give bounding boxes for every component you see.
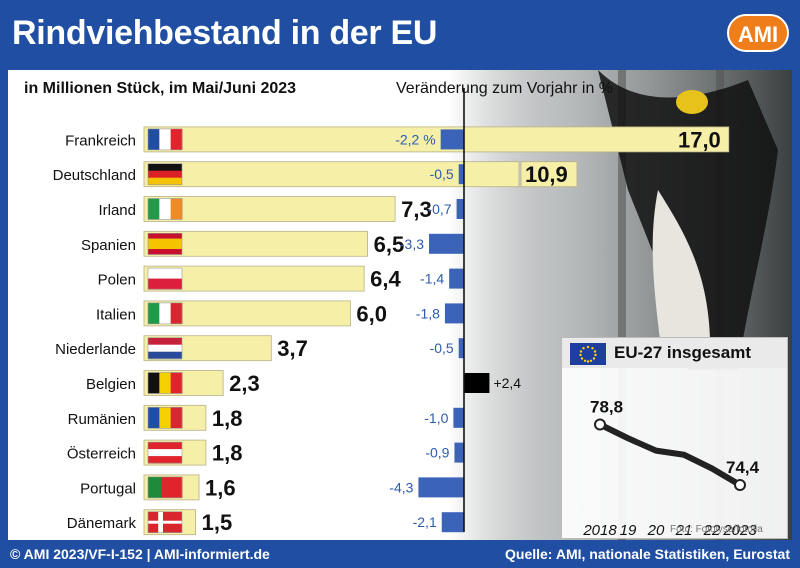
category-label: Belgien <box>86 376 136 393</box>
eu-data-point <box>734 479 746 491</box>
category-label: Spanien <box>81 237 136 254</box>
eu-chart-title: EU-27 insgesamt <box>614 343 751 362</box>
category-label: Niederlande <box>55 341 136 358</box>
romania-flag-icon <box>147 406 183 429</box>
change-label: -0,5 <box>430 340 454 356</box>
category-label: Portugal <box>80 480 136 497</box>
change-label: -1,8 <box>416 305 440 321</box>
germany-flag-icon <box>147 163 183 186</box>
ireland-flag-icon <box>147 198 183 220</box>
eu-x-tick-label: 2018 <box>582 522 617 538</box>
eu-data-point <box>594 418 606 431</box>
change-bar <box>418 477 464 498</box>
change-bar <box>444 303 464 324</box>
category-label: Rumänien <box>68 411 136 428</box>
footer-source: Quelle: AMI, nationale Statistiken, Euro… <box>505 546 790 562</box>
value-label: 7,3 <box>401 197 432 222</box>
change-label: -1,4 <box>420 271 444 287</box>
value-label: 17,0 <box>678 127 721 152</box>
change-bar <box>440 129 464 150</box>
change-label: -1,0 <box>424 410 448 426</box>
change-label: +2,4 <box>493 375 521 391</box>
category-label: Polen <box>98 272 136 289</box>
value-label-box <box>520 161 578 188</box>
value-label: 1,6 <box>205 475 236 500</box>
change-label: -0,9 <box>425 445 449 461</box>
value-label: 10,9 <box>525 162 568 187</box>
herd-bar <box>143 161 520 188</box>
page-title: Rindviehbestand in der EU <box>12 14 438 52</box>
eu-point-label: 74,4 <box>726 458 760 477</box>
change-label: -0,7 <box>427 201 451 217</box>
austria-flag-icon <box>147 441 183 464</box>
herd-bar <box>143 126 730 153</box>
eu-flag-icon <box>570 343 606 365</box>
herd-bar <box>143 196 396 222</box>
herd-bar-chart: Frankreich 17,0 -2,2 % Deutschland 10,9 -0,5 I… <box>53 88 730 535</box>
value-label: 1,8 <box>212 406 243 431</box>
change-label: -2,2 % <box>395 131 435 147</box>
change-bar <box>464 373 490 393</box>
eu-x-tick-label: 2023 <box>722 522 757 538</box>
denmark-flag-icon <box>147 511 183 534</box>
category-label: Frankreich <box>65 132 136 149</box>
change-bar <box>458 338 464 359</box>
change-bar <box>458 164 464 185</box>
eu-x-tick-label: 22 <box>703 522 721 538</box>
eu-x-tick-label: 21 <box>675 522 693 538</box>
chart-subtitle: in Millionen Stück, im Mai/Juni 2023 <box>24 80 297 97</box>
category-label: Dänemark <box>67 515 137 532</box>
portugal-flag-icon <box>147 476 183 499</box>
value-label: 1,8 <box>212 441 243 466</box>
eu-x-tick-label: 19 <box>620 522 637 538</box>
change-bar <box>441 512 464 533</box>
footer-copyright: © AMI 2023/VF-I-152 | AMI-informiert.de <box>10 546 270 562</box>
france-flag-icon <box>147 128 183 151</box>
change-bar <box>456 199 464 219</box>
value-label: 3,7 <box>277 336 308 361</box>
eu-line-chart: 78,8 74,4 2018 19 20 21 22 2023 <box>582 398 760 539</box>
belgium-flag-icon <box>147 372 183 394</box>
change-bar <box>449 268 464 289</box>
change-bar <box>453 407 464 428</box>
eu-series-line <box>597 421 743 488</box>
chart-panel: in Millionen Stück, im Mai/Juni 2023 Ver… <box>8 70 792 540</box>
change-label: -2,1 <box>413 514 437 530</box>
change-label: -4,3 <box>389 479 413 495</box>
change-axis-label: Veränderung zum Vorjahr in % <box>396 80 614 97</box>
category-label: Irland <box>98 202 136 219</box>
change-bar <box>454 442 464 463</box>
eu-total-box: EU-27 insgesamt 78,8 74,4 2018 19 20 21 22 2023 <box>561 337 788 539</box>
category-label: Österreich <box>67 445 136 463</box>
category-label: Deutschland <box>53 167 136 184</box>
category-label: Italien <box>96 306 136 323</box>
netherlands-flag-icon <box>147 337 183 360</box>
value-label: 6,5 <box>374 232 405 257</box>
ami-logo: AMI <box>727 14 789 52</box>
photo-credit: Foto: Fotolyse/fotolia <box>670 524 763 535</box>
poland-flag-icon <box>147 267 183 290</box>
change-label: -0,5 <box>430 166 454 182</box>
change-label: -3,3 <box>400 236 424 252</box>
value-label: 6,4 <box>370 267 401 292</box>
value-label: 1,5 <box>202 510 233 535</box>
change-bar <box>429 233 464 254</box>
spain-flag-icon <box>147 233 183 255</box>
eu-point-label: 78,8 <box>590 398 623 417</box>
value-label: 2,3 <box>229 371 260 396</box>
value-label: 6,0 <box>356 301 387 326</box>
eu-x-tick-label: 20 <box>647 522 665 538</box>
italy-flag-icon <box>147 302 183 325</box>
